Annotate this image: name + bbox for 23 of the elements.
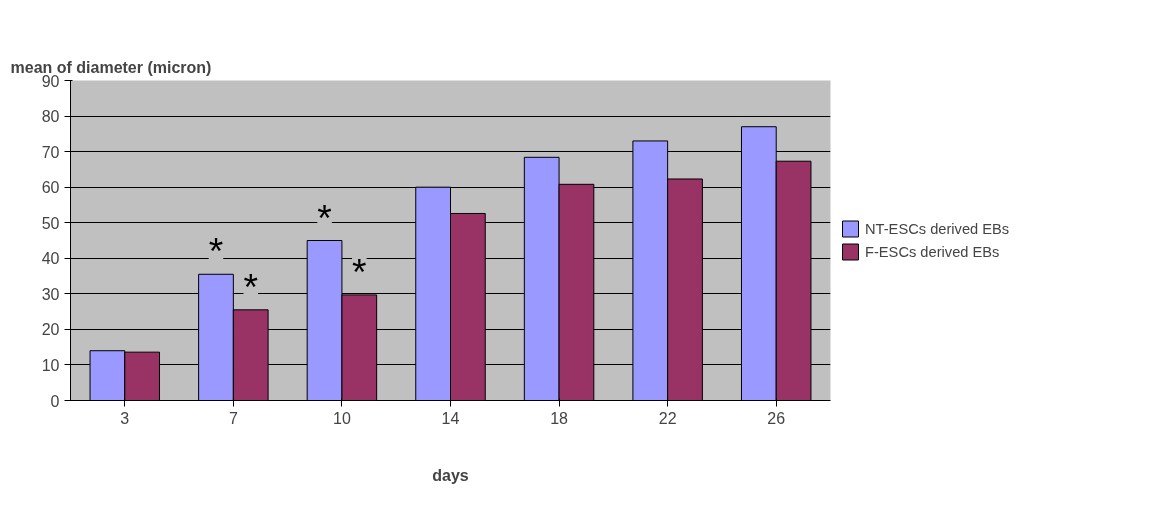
- y-tick-label: 0: [50, 392, 60, 410]
- y-tick-label: 10: [41, 356, 60, 374]
- annotation: *: [208, 230, 224, 273]
- y-tick-label: 60: [41, 179, 60, 197]
- x-tick-label: 14: [441, 409, 460, 427]
- annotation: *: [317, 196, 332, 239]
- y-tick-label: 30: [41, 285, 60, 303]
- y-tick-label: 40: [41, 250, 60, 268]
- annotation: *: [352, 250, 367, 293]
- y-tick-label: 20: [41, 321, 60, 339]
- x-axis-title: days: [432, 466, 469, 484]
- annotation: *: [243, 265, 258, 308]
- y-tick-label: 80: [41, 108, 60, 126]
- x-tick-label: 10: [333, 409, 351, 427]
- y-tick-label: 70: [41, 143, 60, 161]
- legend-label: F-ESCs derived EBs: [865, 243, 1000, 260]
- y-tick-label: 50: [41, 214, 60, 232]
- x-tick-label: 26: [767, 409, 786, 427]
- x-tick-label: 22: [658, 409, 677, 427]
- legend-label: NT-ESCs derived EBs: [865, 220, 1010, 237]
- x-tick-label: 7: [228, 409, 238, 427]
- x-tick-label: 18: [550, 409, 569, 427]
- x-tick-label: 3: [120, 409, 130, 427]
